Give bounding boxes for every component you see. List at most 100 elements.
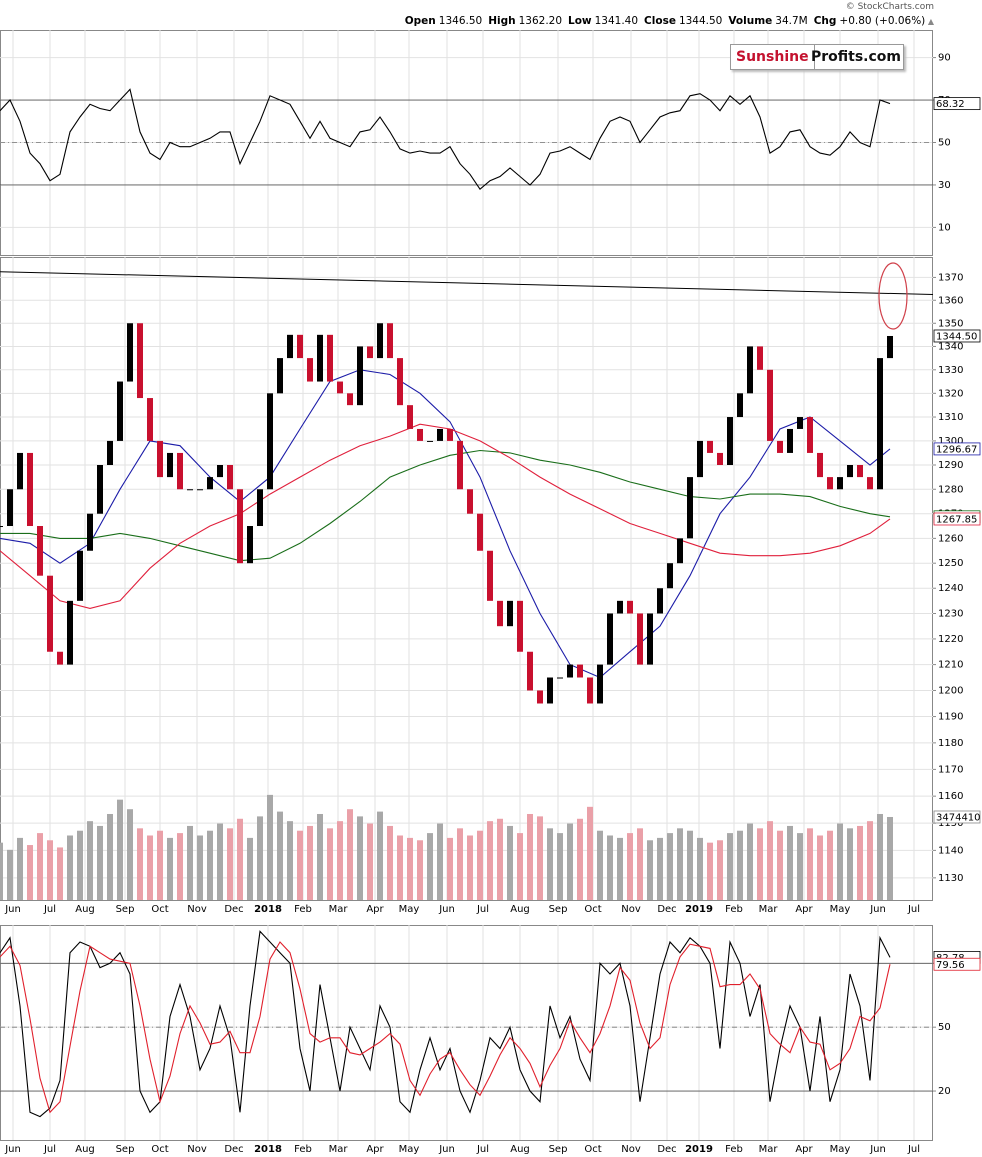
volume-bar [317, 813, 323, 900]
candle [777, 440, 783, 453]
x-tick-label: Mar [759, 904, 779, 915]
candle [567, 664, 573, 678]
candle [47, 575, 53, 652]
x-tick-label: Nov [187, 1144, 207, 1155]
candle [327, 334, 333, 382]
volume-bar [27, 845, 33, 900]
volume-bar [547, 828, 553, 900]
volume-bar [577, 818, 583, 900]
volume-bar [557, 833, 563, 900]
y-tick-label: 90 [938, 53, 951, 64]
volume-bar [217, 823, 223, 900]
volume-bar [797, 833, 803, 900]
x-tick-label: Mar [759, 1144, 779, 1155]
y-tick-label: 1180 [938, 738, 963, 749]
moving-average [0, 369, 891, 679]
vol-layer [0, 794, 893, 900]
candle [537, 690, 543, 704]
x-tick-label: Jun [438, 904, 455, 915]
quote-label: High [488, 15, 516, 27]
candle [547, 677, 553, 704]
candle [837, 477, 843, 490]
candle [387, 323, 393, 359]
volume-bar [67, 835, 73, 900]
x-tick-label: Aug [510, 904, 530, 915]
volume-bar [807, 828, 813, 900]
candle [607, 613, 613, 665]
x-tick-label: Jun [4, 904, 21, 915]
y-tick-label: 1200 [938, 685, 963, 696]
volume-bar [787, 825, 793, 900]
x-tick-label: Jul [476, 904, 489, 915]
candle [187, 489, 193, 491]
value-label-box [933, 957, 981, 971]
candle [707, 440, 713, 453]
quote-value: +0.80 (+0.06%) [839, 15, 926, 27]
y-tick-label: 1370 [938, 272, 963, 283]
candle [257, 489, 263, 527]
volume-bar [277, 811, 283, 900]
volume-bar [47, 840, 53, 900]
y-tick-label: 1250 [938, 558, 963, 569]
volume-bar [477, 830, 483, 900]
x-tick-label: Jul [43, 904, 56, 915]
highlight-ellipse [878, 262, 908, 330]
candle [627, 600, 633, 614]
value-label: 1344.50 [936, 331, 977, 342]
volume-bar [97, 825, 103, 900]
volume-bar [167, 837, 173, 900]
volume-bar [287, 821, 293, 900]
y-tick-label: 1340 [938, 341, 963, 352]
x-tick-label: Jun [869, 1144, 886, 1155]
candle [17, 452, 23, 490]
x-tick-label: Oct [584, 904, 601, 915]
x-tick-label: Feb [725, 1144, 743, 1155]
x-tick-label: Jun [869, 904, 886, 915]
candle [287, 334, 293, 359]
value-label: 3474410 [936, 812, 981, 823]
quote-line: Open 1346.50 High 1362.20 Low 1341.40 Close 134… [399, 15, 934, 27]
x-tick-label: Jul [907, 1144, 920, 1155]
volume-bar [457, 828, 463, 900]
x-tick-label: Jul [907, 904, 920, 915]
y-tick-label: 1150 [938, 818, 963, 829]
value-label-box [933, 512, 981, 526]
y-tick-label: 1260 [938, 533, 963, 544]
y-tick-label: 1210 [938, 660, 963, 671]
volume-bar [507, 825, 513, 900]
volume-bar [777, 830, 783, 900]
x-tick-label: 2018 [254, 1144, 282, 1155]
x-tick-label: Nov [621, 1144, 641, 1155]
x-tick-label: 2018 [254, 904, 282, 915]
volume-bar [427, 833, 433, 900]
candle [337, 381, 343, 394]
volume-bar [517, 833, 523, 900]
y-tick-label: 1240 [938, 583, 963, 594]
y-tick-label: 1330 [938, 365, 963, 376]
volume-bar [77, 830, 83, 900]
candle [247, 526, 253, 564]
candle [487, 550, 493, 601]
candle [197, 489, 203, 491]
indicator-line [0, 88, 891, 191]
x-tick-label: Apr [366, 904, 384, 915]
candle [157, 440, 163, 478]
value-label: 1296.67 [936, 444, 977, 455]
x-tick-label: Jun [438, 1144, 455, 1155]
y-tick-label: 20 [938, 1086, 951, 1097]
x-tick-label: Aug [75, 904, 95, 915]
y-tick-label: 1160 [938, 791, 963, 802]
volume-bar [617, 837, 623, 900]
x-tick-label: Dec [224, 1144, 243, 1155]
trendline [0, 271, 934, 295]
volume-bar [687, 830, 693, 900]
y-tick-label: 1280 [938, 484, 963, 495]
candle [467, 489, 473, 514]
volume-bar [297, 830, 303, 900]
candle [737, 393, 743, 418]
candle [267, 393, 273, 490]
volume-bar [717, 840, 723, 900]
x-tick-label: Oct [151, 1144, 168, 1155]
moving-average [0, 423, 891, 609]
logo-brand: Sunshine [731, 45, 815, 69]
